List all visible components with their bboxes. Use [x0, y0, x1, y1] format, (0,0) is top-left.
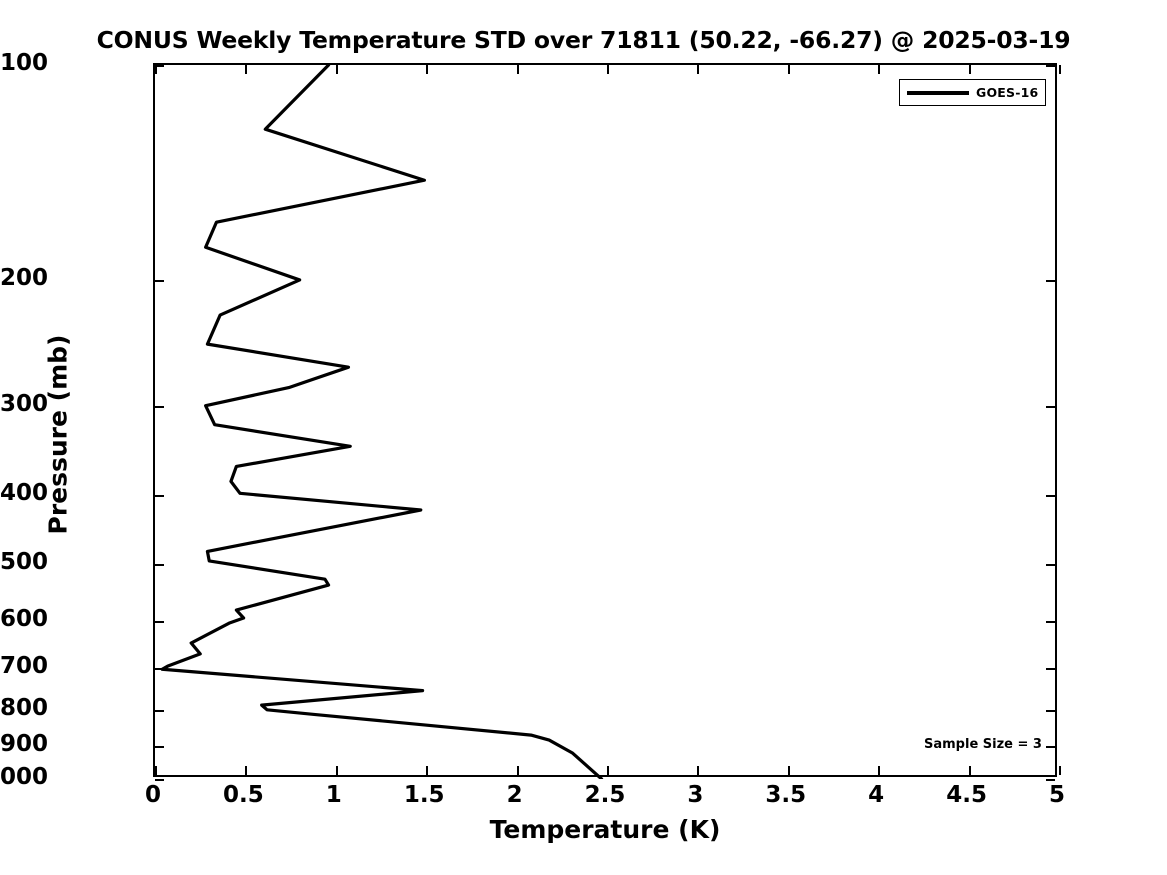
x-tick-top — [155, 65, 157, 74]
x-tick-top — [1059, 65, 1061, 74]
y-tick-label: 300 — [0, 390, 48, 417]
plot-area — [153, 63, 1061, 781]
x-tick — [968, 766, 971, 775]
legend: GOES-16 — [899, 79, 1047, 106]
x-tick — [787, 766, 790, 775]
y-axis-label: Pressure (mb) — [43, 334, 73, 535]
y-tick-right — [1046, 668, 1055, 671]
chart-title: CONUS Weekly Temperature STD over 71811 … — [96, 26, 1071, 54]
plot-svg — [160, 65, 604, 779]
x-tick-top — [245, 65, 248, 74]
x-tick-top — [607, 65, 609, 74]
data-line-goes-16 — [160, 65, 604, 779]
x-tick — [1059, 766, 1061, 775]
y-tick-label: 600 — [0, 605, 48, 632]
y-tick-right — [1046, 746, 1055, 749]
y-tick-label: 900 — [0, 731, 48, 758]
y-tick — [155, 564, 164, 567]
y-tick-label: 1000 — [0, 764, 48, 790]
x-tick-label: 1.5 — [403, 782, 445, 808]
x-tick-label: 2.5 — [584, 782, 626, 808]
x-tick-label: 5 — [1048, 782, 1066, 808]
y-tick-right — [1046, 620, 1055, 623]
x-tick — [426, 766, 429, 775]
x-tick-top — [697, 65, 700, 74]
x-tick — [607, 766, 609, 775]
y-tick-right — [1046, 709, 1055, 712]
y-tick — [155, 709, 164, 712]
x-tick — [155, 766, 157, 775]
x-tick-top — [968, 65, 971, 74]
y-tick-label: 200 — [0, 264, 48, 291]
x-tick-label: 4 — [868, 782, 885, 808]
x-tick-top — [335, 65, 338, 74]
x-tick-label: 0.5 — [223, 782, 264, 808]
x-tick-label: 4.5 — [946, 782, 987, 808]
x-tick-top — [787, 65, 790, 74]
y-tick — [155, 405, 164, 408]
x-tick-label: 3.5 — [765, 782, 807, 808]
x-tick-top — [516, 65, 519, 74]
x-tick — [878, 766, 881, 775]
y-tick — [155, 746, 164, 749]
y-tick-right — [1046, 405, 1055, 408]
sample-size-annotation: Sample Size = 3 — [924, 737, 1042, 752]
x-tick-label: 3 — [687, 782, 704, 808]
y-tick — [155, 279, 164, 282]
legend-label-goes-16: GOES-16 — [976, 85, 1039, 100]
y-tick-right — [1046, 494, 1055, 497]
x-tick — [516, 766, 519, 775]
x-tick-label: 2 — [506, 782, 523, 808]
y-tick-label: 100 — [0, 50, 48, 76]
legend-line-swatch — [907, 90, 969, 95]
y-tick — [155, 779, 164, 781]
x-tick-label: 1 — [325, 782, 342, 808]
y-tick-right — [1046, 279, 1055, 282]
y-tick-label: 800 — [0, 694, 48, 721]
x-tick-label: 0 — [144, 782, 162, 808]
y-tick-label: 400 — [0, 479, 48, 506]
y-tick — [155, 65, 164, 67]
y-tick-right — [1046, 779, 1055, 781]
x-tick-top — [878, 65, 881, 74]
y-tick-right — [1046, 564, 1055, 567]
x-tick-top — [426, 65, 429, 74]
y-tick-label: 500 — [0, 549, 48, 576]
y-tick — [155, 620, 164, 623]
y-tick-label: 700 — [0, 653, 48, 680]
x-axis-label: Temperature (K) — [489, 815, 721, 844]
x-tick — [697, 766, 700, 775]
y-tick — [155, 494, 164, 497]
y-tick — [155, 668, 164, 671]
y-tick-right — [1046, 65, 1055, 67]
x-tick — [335, 766, 338, 775]
x-tick — [245, 766, 248, 775]
